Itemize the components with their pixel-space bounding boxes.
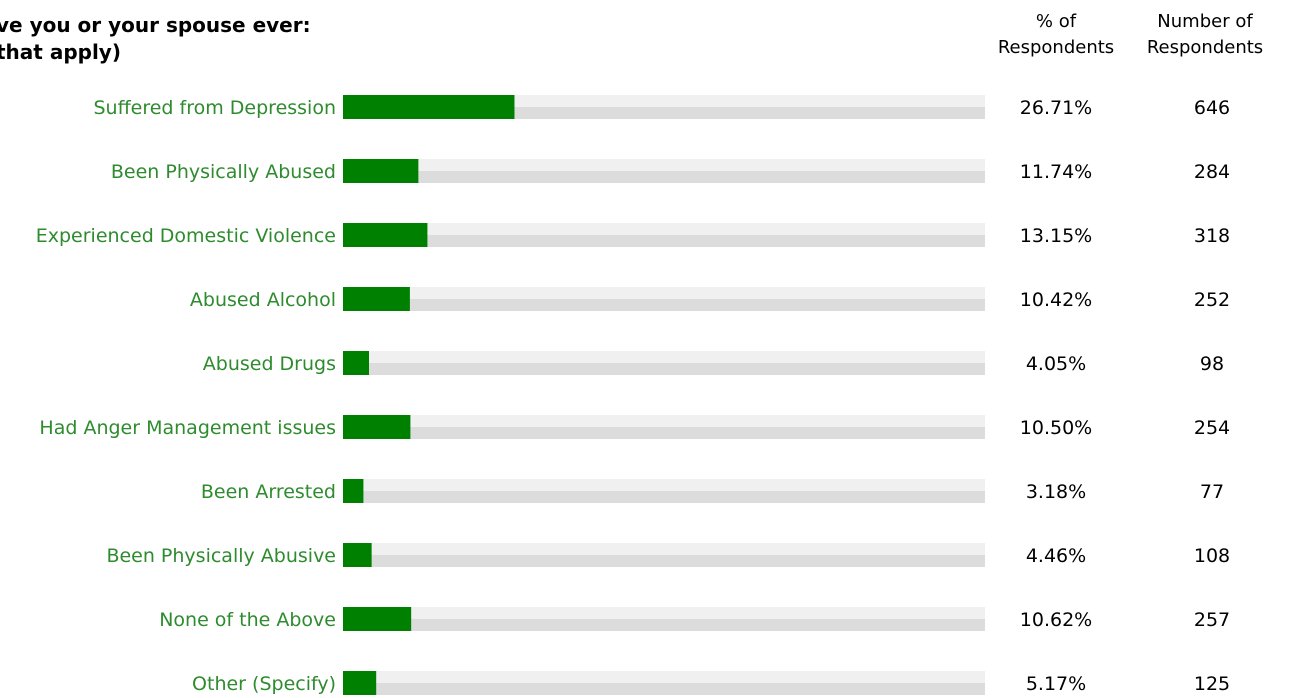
bar <box>343 159 419 183</box>
count-value-label: 98 <box>1200 353 1224 375</box>
count-value-label: 254 <box>1194 417 1230 439</box>
bar <box>343 95 515 119</box>
percent-value-label: 4.46% <box>1026 545 1086 567</box>
percent-value-label: 4.05% <box>1026 353 1086 375</box>
bar-track <box>343 479 985 503</box>
percent-column-header-line-2: Respondents <box>997 37 1115 58</box>
count-value-label: 257 <box>1194 609 1230 631</box>
question-title-line-2: that apply) <box>0 40 121 64</box>
bar-track <box>343 351 985 375</box>
bar-track <box>343 607 985 631</box>
percent-column-header-line-1: % of <box>1035 11 1077 32</box>
category-label: Been Arrested <box>201 481 336 503</box>
count-value-label: 252 <box>1194 289 1230 311</box>
percent-value-label: 10.50% <box>1020 417 1092 439</box>
count-column-header: Number of Respondents <box>1135 9 1275 61</box>
category-label: Been Physically Abused <box>111 161 336 183</box>
percent-value-label: 10.62% <box>1020 609 1092 631</box>
category-label: None of the Above <box>159 609 336 631</box>
count-column-header-line-1: Number of <box>1157 11 1253 32</box>
category-label: Had Anger Management issues <box>39 417 336 439</box>
question-title-line-1: ve you or your spouse ever: <box>0 13 311 37</box>
count-value-label: 318 <box>1194 225 1230 247</box>
bar <box>343 671 377 695</box>
percent-value-label: 5.17% <box>1026 673 1086 695</box>
question-title: ve you or your spouse ever: that apply) <box>0 12 311 66</box>
count-value-label: 125 <box>1194 673 1230 695</box>
bar <box>343 415 411 439</box>
category-label: Abused Alcohol <box>190 289 336 311</box>
category-label: Been Physically Abusive <box>106 545 336 567</box>
count-value-label: 646 <box>1194 97 1230 119</box>
bar-track <box>343 671 985 695</box>
count-value-label: 108 <box>1194 545 1230 567</box>
percent-column-header: % of Respondents <box>988 9 1124 61</box>
bar <box>343 479 364 503</box>
bar-track <box>343 159 985 183</box>
category-label: Experienced Domestic Violence <box>36 225 336 247</box>
category-label: Suffered from Depression <box>93 97 336 119</box>
bar <box>343 351 370 375</box>
bar <box>343 607 412 631</box>
bar-track <box>343 223 985 247</box>
bar <box>343 223 428 247</box>
count-value-label: 284 <box>1194 161 1230 183</box>
bar-track <box>343 543 985 567</box>
percent-value-label: 11.74% <box>1020 161 1092 183</box>
percent-value-label: 10.42% <box>1020 289 1092 311</box>
percent-value-label: 26.71% <box>1020 97 1092 119</box>
count-column-header-line-2: Respondents <box>1146 37 1264 58</box>
count-value-label: 77 <box>1200 481 1224 503</box>
bar <box>343 543 372 567</box>
category-label: Other (Specify) <box>192 673 336 695</box>
percent-value-label: 3.18% <box>1026 481 1086 503</box>
category-label: Abused Drugs <box>203 353 336 375</box>
bar <box>343 287 410 311</box>
percent-value-label: 13.15% <box>1020 225 1092 247</box>
bar-track <box>343 415 985 439</box>
bar-track <box>343 287 985 311</box>
